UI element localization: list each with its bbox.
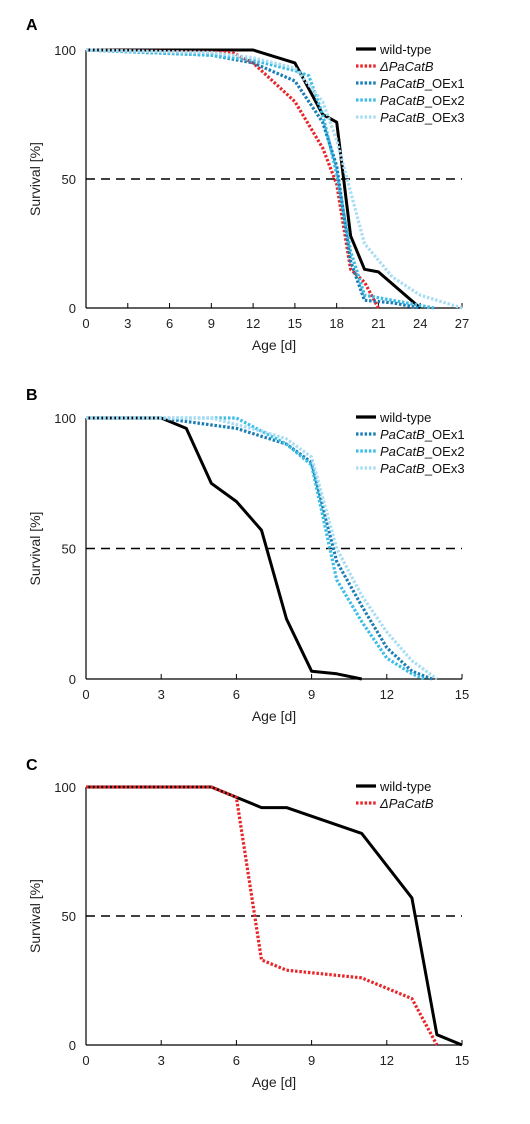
legend: wild-type ΔPaCatB PaCatB_OEx1 PaCatB_OEx2 Pa… (356, 42, 465, 125)
legend-entry: PaCatB_OEx1 (380, 76, 465, 91)
y-tick-label: 100 (54, 43, 76, 58)
y-axis-label: Survival [%] (27, 142, 43, 216)
legend-entry: wild-type (379, 410, 431, 425)
x-tick-label: 0 (82, 687, 89, 702)
x-tick-label: 18 (329, 316, 343, 331)
x-tick-label: 9 (308, 1053, 315, 1068)
x-tick-label: 0 (82, 1053, 89, 1068)
legend-entry: PaCatB_OEx3 (380, 461, 465, 476)
x-tick-label: 24 (413, 316, 427, 331)
y-tick-label: 50 (62, 542, 76, 557)
x-tick-label: 15 (455, 1053, 469, 1068)
y-tick-label: 100 (54, 780, 76, 795)
x-tick-label: 0 (82, 316, 89, 331)
panel-label: C (26, 757, 38, 774)
x-axis-label: Age [d] (252, 1074, 296, 1090)
legend-entry: wild-type (379, 779, 431, 794)
x-tick-label: 9 (308, 687, 315, 702)
x-tick-label: 3 (124, 316, 131, 331)
x-tick-label: 9 (208, 316, 215, 331)
y-tick-label: 0 (69, 1038, 76, 1053)
legend-entry: PaCatB_OEx3 (380, 110, 465, 125)
x-tick-label: 3 (158, 687, 165, 702)
series-line-pacatb-oex3 (85, 48, 463, 310)
series-line-pacatb-oex3 (86, 416, 438, 681)
x-axis-label: Age [d] (252, 337, 296, 353)
legend: wild-type ΔPaCatB (356, 779, 434, 811)
x-tick-label: 6 (233, 1053, 240, 1068)
legend-entry: PaCatB_OEx1 (380, 427, 465, 442)
x-tick-label: 12 (380, 687, 394, 702)
panel-a: A 0 3 6 9 12 15 18 21 24 27 0 50 100 Age [d] Survival [… (26, 17, 469, 353)
y-tick-label: 100 (54, 411, 76, 426)
y-axis-label: Survival [%] (27, 512, 43, 586)
series-line-pacatb-oex2 (85, 48, 435, 310)
series-line-wild-type (86, 416, 363, 681)
legend: wild-type PaCatB_OEx1 PaCatB_OEx2 PaCatB_OE… (356, 410, 465, 476)
series-line--pacatb (86, 785, 439, 1046)
y-tick-label: 50 (62, 909, 76, 924)
panel-label: B (26, 387, 38, 404)
series-line-pacatb-oex1 (86, 416, 433, 681)
x-tick-label: 15 (288, 316, 302, 331)
panel-b: B 0 3 6 9 12 15 0 50 100 Age [d] Survival [%] wild-t… (26, 387, 469, 724)
x-tick-label: 21 (371, 316, 385, 331)
y-tick-label: 50 (62, 172, 76, 187)
legend-entry: PaCatB_OEx2 (380, 93, 465, 108)
legend-entry: PaCatB_OEx2 (380, 444, 465, 459)
x-tick-label: 6 (233, 687, 240, 702)
x-tick-label: 27 (455, 316, 469, 331)
legend-entry: ΔPaCatB (379, 796, 434, 811)
y-tick-label: 0 (69, 672, 76, 687)
series-line-wild-type (86, 48, 422, 310)
legend-entry: ΔPaCatB (379, 59, 434, 74)
x-tick-label: 12 (246, 316, 260, 331)
panel-label: A (26, 17, 38, 34)
y-tick-label: 0 (69, 301, 76, 316)
x-tick-label: 3 (158, 1053, 165, 1068)
x-axis-label: Age [d] (252, 708, 296, 724)
panel-c: C 0 3 6 9 12 15 0 50 100 Age [d] Survival [%] wild-t… (26, 757, 469, 1090)
legend-entry: wild-type (379, 42, 431, 57)
x-tick-label: 15 (455, 687, 469, 702)
x-tick-label: 6 (166, 316, 173, 331)
y-axis-label: Survival [%] (27, 879, 43, 953)
x-tick-label: 12 (380, 1053, 394, 1068)
